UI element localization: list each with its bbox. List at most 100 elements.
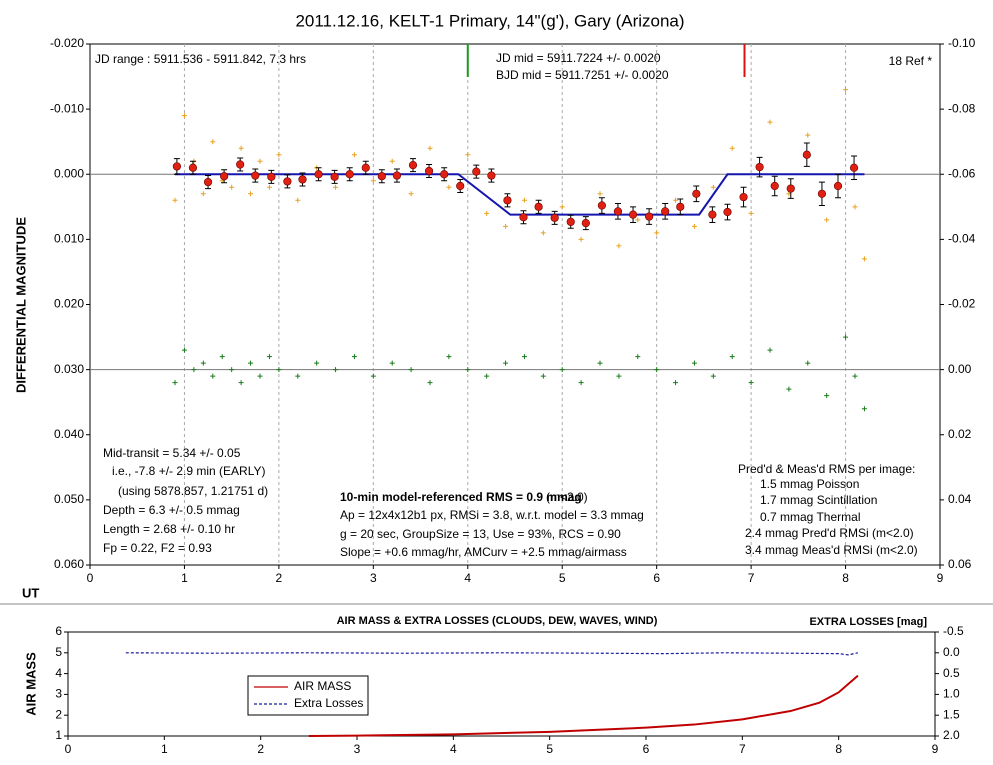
x-tick-label: 5 xyxy=(559,571,566,585)
y-tick-label: 4 xyxy=(55,666,62,680)
annotation: Ap = 12x4x12b1 px, RMSi = 3.8, w.r.t. mo… xyxy=(340,508,644,522)
data-point xyxy=(843,334,849,340)
annotation: Mid-transit = 5.34 +/- 0.05 xyxy=(103,446,241,460)
binned-point xyxy=(314,170,323,179)
data-point xyxy=(748,380,754,386)
binned-point xyxy=(408,161,418,170)
x-tick-label: 9 xyxy=(932,742,939,756)
data-point xyxy=(729,354,735,360)
annotation: 10-min model-referenced RMS = 0.9 mmag xyxy=(340,490,582,504)
y2-tick-label: -0.5 xyxy=(943,624,964,638)
x-tick-label: 0 xyxy=(65,742,72,756)
annotation: 1.5 mmag Poisson xyxy=(760,477,859,491)
legend-label: Extra Losses xyxy=(294,696,363,710)
y2-axis-label: EXTRA LOSSES [mag] xyxy=(809,616,927,628)
series-line xyxy=(175,173,865,216)
data-point xyxy=(540,373,546,379)
annotation: 3.4 mmag Meas'd RMSi (m<2.0) xyxy=(745,543,918,557)
x-tick-label: 3 xyxy=(354,742,361,756)
y2-tick-label: -0.06 xyxy=(948,166,976,180)
chart-title: 2011.12.16, KELT-1 Primary, 14"(g'), Gar… xyxy=(295,11,684,30)
y-tick-label: 0.040 xyxy=(54,427,84,441)
binned-point xyxy=(723,207,732,217)
binned-point xyxy=(503,196,512,205)
data-point xyxy=(767,119,773,125)
y-tick-label: 2 xyxy=(55,707,62,721)
data-point xyxy=(295,373,301,379)
data-point xyxy=(276,367,282,373)
x-tick-label: 8 xyxy=(835,742,842,756)
data-point xyxy=(427,380,433,386)
binned-point xyxy=(392,171,402,180)
data-point xyxy=(559,204,565,210)
data-point xyxy=(861,406,867,412)
data-point xyxy=(257,373,263,379)
y2-tick-label: 0.0 xyxy=(943,645,960,659)
x-tick-label: 7 xyxy=(739,742,746,756)
binned-point xyxy=(581,218,590,228)
x-tick-label: 5 xyxy=(546,742,553,756)
data-point xyxy=(578,380,584,386)
y-tick-label: 5 xyxy=(55,645,62,659)
y2-tick-label: 1.5 xyxy=(943,707,960,721)
data-point xyxy=(654,367,660,373)
binned-point xyxy=(203,177,213,187)
binned-point xyxy=(739,192,748,202)
data-point xyxy=(710,373,716,379)
y2-tick-label: -0.10 xyxy=(948,36,976,50)
data-point xyxy=(266,184,272,190)
y2-tick-label: 0.04 xyxy=(948,492,972,506)
x-tick-label: 8 xyxy=(842,571,849,585)
data-point xyxy=(295,197,301,203)
annotation: Fp = 0.22, F2 = 0.93 xyxy=(103,541,212,555)
x-tick-label: 1 xyxy=(161,742,168,756)
data-point xyxy=(597,360,603,366)
data-point xyxy=(824,217,830,223)
data-point xyxy=(370,178,376,184)
y2-tick-label: 2.0 xyxy=(943,728,960,742)
binned-point xyxy=(692,189,701,198)
y2-tick-label: -0.04 xyxy=(948,232,976,246)
binned-point xyxy=(298,175,307,184)
legend-box xyxy=(247,675,369,716)
x-tick-label: 9 xyxy=(937,571,944,585)
annotation: g = 20 sec, GroupSize = 13, Use = 93%, R… xyxy=(340,527,621,541)
data-point xyxy=(597,191,603,197)
annotation: i.e., -7.8 +/- 2.9 min (EARLY) xyxy=(112,464,266,478)
x-tick-label: 4 xyxy=(450,742,457,756)
data-point xyxy=(229,367,235,373)
data-point xyxy=(266,354,272,360)
data-point xyxy=(389,360,395,366)
data-point xyxy=(503,360,509,366)
x-tick-label: 1 xyxy=(181,571,188,585)
binned-point xyxy=(330,172,339,181)
data-point xyxy=(408,191,414,197)
annotation: Pred'd & Meas'd RMS per image: xyxy=(738,462,915,476)
y-tick-label: 0.020 xyxy=(54,297,84,311)
x-tick-label: 3 xyxy=(370,571,377,585)
data-point xyxy=(484,210,490,216)
binned-point xyxy=(786,184,795,193)
x-tick-label: 7 xyxy=(748,571,755,585)
data-point xyxy=(389,158,395,164)
data-point xyxy=(219,354,225,360)
data-point xyxy=(559,367,565,373)
binned-point xyxy=(628,210,638,219)
binned-point xyxy=(755,162,764,172)
y2-tick-label: -0.08 xyxy=(948,101,976,115)
data-point xyxy=(333,367,339,373)
data-point xyxy=(852,373,858,379)
binned-point xyxy=(283,177,292,186)
data-point xyxy=(673,380,679,386)
data-point xyxy=(333,184,339,190)
binned-point xyxy=(613,207,623,216)
annotation: Depth = 6.3 +/- 0.5 mmag xyxy=(103,503,240,517)
data-point xyxy=(314,360,320,366)
y2-tick-label: 0.00 xyxy=(948,362,972,376)
data-point xyxy=(767,347,773,353)
binned-point xyxy=(251,171,260,180)
data-point xyxy=(540,230,546,236)
data-point xyxy=(861,256,867,262)
x-tick-label: 0 xyxy=(87,571,94,585)
